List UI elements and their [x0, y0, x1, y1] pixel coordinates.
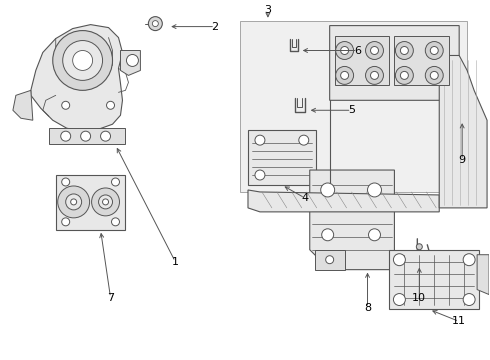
Text: 11: 11 [452, 316, 466, 327]
Circle shape [58, 186, 90, 218]
Text: 8: 8 [364, 302, 371, 312]
Bar [335, 36, 390, 85]
Circle shape [368, 183, 382, 197]
Circle shape [102, 199, 108, 205]
Bar [394, 36, 449, 85]
Circle shape [148, 17, 162, 31]
Circle shape [255, 170, 265, 180]
Circle shape [71, 199, 76, 205]
Polygon shape [121, 50, 141, 75]
Polygon shape [56, 175, 125, 230]
Circle shape [393, 293, 405, 306]
Circle shape [368, 229, 380, 241]
Circle shape [81, 131, 91, 141]
Circle shape [366, 41, 384, 59]
Circle shape [370, 71, 378, 80]
Circle shape [336, 67, 354, 84]
Circle shape [341, 71, 348, 80]
Circle shape [255, 135, 265, 145]
Circle shape [322, 229, 334, 241]
Polygon shape [31, 24, 122, 131]
Polygon shape [240, 21, 467, 192]
Circle shape [341, 46, 348, 54]
Circle shape [92, 188, 120, 216]
Circle shape [416, 244, 422, 250]
Circle shape [366, 67, 384, 84]
Circle shape [400, 46, 408, 54]
Circle shape [463, 254, 475, 266]
Text: 2: 2 [212, 22, 219, 32]
Circle shape [61, 131, 71, 141]
Text: 4: 4 [301, 193, 308, 203]
Polygon shape [248, 190, 439, 212]
Circle shape [73, 50, 93, 71]
Circle shape [100, 131, 111, 141]
Polygon shape [13, 90, 33, 120]
Polygon shape [49, 128, 125, 144]
Circle shape [62, 101, 70, 109]
Circle shape [395, 67, 414, 84]
Text: 10: 10 [412, 293, 426, 302]
Circle shape [299, 135, 309, 145]
Circle shape [400, 71, 408, 80]
Circle shape [152, 21, 158, 27]
Text: 1: 1 [172, 257, 179, 267]
Circle shape [62, 218, 70, 226]
Circle shape [321, 183, 335, 197]
Polygon shape [330, 26, 459, 100]
Circle shape [425, 41, 443, 59]
Text: 5: 5 [348, 105, 355, 115]
Circle shape [112, 218, 120, 226]
Circle shape [425, 67, 443, 84]
Circle shape [430, 71, 438, 80]
Circle shape [53, 31, 113, 90]
Polygon shape [477, 255, 489, 294]
Polygon shape [439, 55, 487, 208]
Circle shape [106, 101, 115, 109]
Circle shape [126, 54, 138, 67]
Polygon shape [315, 250, 344, 270]
Circle shape [326, 256, 334, 264]
Circle shape [393, 254, 405, 266]
Circle shape [395, 41, 414, 59]
Text: 9: 9 [459, 155, 466, 165]
Circle shape [66, 194, 82, 210]
Polygon shape [390, 250, 479, 310]
Circle shape [463, 293, 475, 306]
Polygon shape [310, 170, 394, 270]
Circle shape [63, 41, 102, 80]
Circle shape [430, 46, 438, 54]
Circle shape [98, 195, 113, 209]
Text: 3: 3 [265, 5, 271, 15]
Bar [248, 130, 316, 185]
Circle shape [370, 46, 378, 54]
Circle shape [112, 178, 120, 186]
Text: 7: 7 [107, 293, 114, 302]
Text: 6: 6 [354, 45, 361, 55]
Circle shape [62, 178, 70, 186]
Circle shape [336, 41, 354, 59]
